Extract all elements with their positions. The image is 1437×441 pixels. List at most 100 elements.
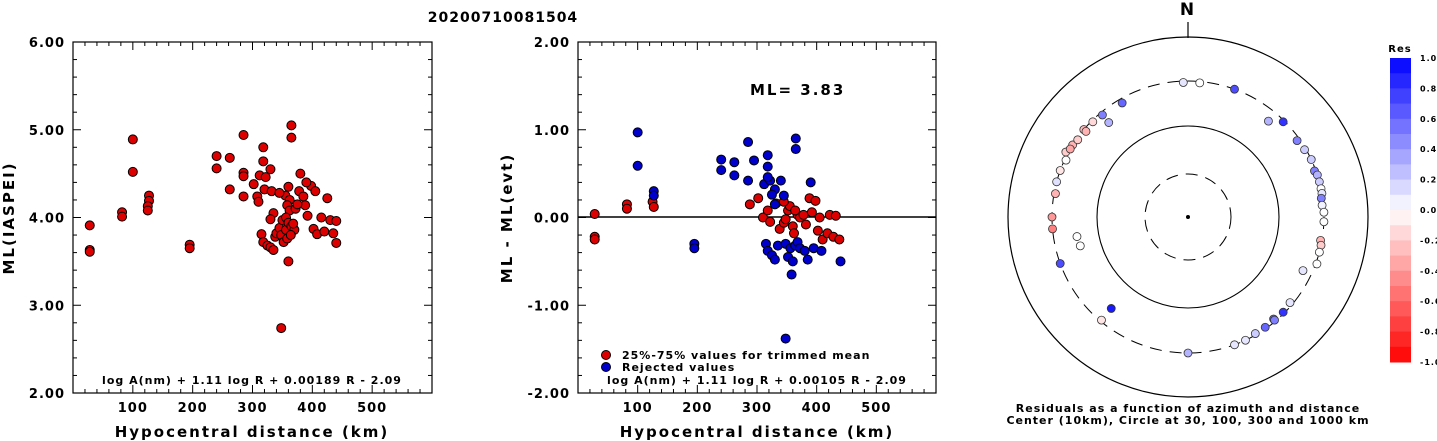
data-point: [749, 155, 760, 166]
y-tick-label: 3.00: [29, 299, 65, 314]
data-point: [799, 245, 810, 256]
data-point: [117, 211, 128, 222]
data-point: [274, 187, 285, 198]
azimuth-residual-plot: N Residuals as a function of azimuth and…: [1006, 0, 1369, 427]
data-point: [800, 219, 811, 230]
station-marker: [1300, 145, 1309, 155]
colorbar-tick-label: 0.2: [1420, 176, 1437, 185]
colorbar-cell: [1390, 103, 1411, 120]
data-point: [276, 323, 287, 334]
station-marker: [1106, 304, 1116, 313]
data-point: [322, 193, 333, 204]
data-point: [211, 163, 222, 174]
data-point: [648, 190, 659, 201]
station-marker: [1285, 298, 1295, 308]
station-marker: [1072, 232, 1082, 241]
data-point: [716, 154, 727, 165]
data-point: [743, 175, 754, 186]
data-point: [766, 189, 777, 200]
colorbar-tick-label: 0.6: [1420, 115, 1437, 124]
x-tick-label: 400: [297, 401, 327, 416]
y-tick-label: -2.00: [528, 387, 570, 402]
data-point: [729, 170, 740, 181]
station-marker: [1075, 241, 1085, 251]
colorbar-cell: [1390, 194, 1411, 211]
data-point: [780, 333, 791, 344]
data-point: [589, 208, 600, 219]
data-point: [331, 216, 342, 227]
north-label: N: [1180, 0, 1196, 20]
colorbar-tick-label: 1.0: [1420, 54, 1437, 63]
figure-title: 20200710081504: [428, 10, 578, 26]
x-axis-label: Hypocentral distance (km): [115, 423, 390, 441]
data-point: [127, 166, 138, 177]
colorbar-tick-label: 0.0: [1420, 206, 1437, 215]
colorbar-tick-label: -0.6: [1420, 297, 1437, 306]
data-point: [127, 134, 138, 145]
colorbar-cell: [1390, 210, 1411, 226]
data-point: [810, 195, 821, 206]
station-marker: [1104, 118, 1114, 127]
colorbar-title: Res: [1388, 44, 1411, 55]
data-point: [248, 179, 259, 190]
y-tick-labels: -2.00 -1.00 0.00 1.00 2.00: [528, 36, 570, 402]
station-marker: [1065, 144, 1075, 154]
data-point: [805, 177, 816, 188]
colorbar-cell: [1390, 240, 1411, 257]
caption-line-2: Center (10km), Circle at 30, 100, 300 an…: [1006, 414, 1369, 427]
data-point: [84, 220, 95, 231]
data-point: [258, 156, 269, 167]
data-point: [238, 191, 249, 202]
station-marker: [1292, 136, 1302, 146]
colorbar-cell: [1390, 118, 1411, 135]
x-tick-label: 300: [742, 401, 772, 416]
formula-text: log A(nm) + 1.11 log R + 0.00189 R - 2.0…: [102, 374, 402, 387]
station-marker: [1314, 247, 1324, 257]
y-tick-label: -1.00: [528, 299, 570, 314]
data-points: [589, 127, 846, 344]
data-point: [142, 205, 153, 216]
station-marker: [1048, 224, 1057, 234]
x-tick-label: 200: [178, 401, 208, 416]
station-marker: [1055, 259, 1065, 268]
data-point: [716, 165, 727, 176]
x-axis-label: Hypocentral distance (km): [620, 423, 895, 441]
data-point: [744, 199, 755, 210]
data-point: [238, 130, 249, 141]
data-point: [816, 245, 827, 256]
caption-line-1: Residuals as a function of azimuth and d…: [1016, 402, 1360, 415]
data-point: [184, 243, 195, 254]
station-marker: [1319, 207, 1329, 217]
legend-marker-rejected: [601, 362, 611, 372]
circle-30km: [1144, 173, 1232, 261]
station-marker: [1088, 117, 1098, 127]
colorbar-cell: [1390, 286, 1411, 302]
colorbar-tick-label: 0.8: [1420, 84, 1437, 93]
station-marker: [1260, 322, 1270, 332]
data-point: [286, 120, 297, 131]
ml-value-text: ML= 3.83: [750, 81, 845, 99]
data-point: [265, 164, 276, 175]
data-point: [253, 196, 264, 207]
colorbar-tick-label: -0.2: [1420, 236, 1437, 245]
station-marker: [1073, 135, 1083, 145]
circle-100km: [1096, 125, 1280, 309]
y-tick-label: 2.00: [534, 36, 570, 51]
station-marker: [1097, 315, 1106, 325]
colorbar-cell: [1390, 179, 1411, 196]
data-point: [328, 228, 339, 239]
y-tick-labels: 2.00 3.00 4.00 5.00 6.00: [29, 36, 65, 402]
station-marker: [1264, 116, 1273, 126]
colorbar-cell: [1390, 346, 1411, 363]
colorbar-tick-labels: 1.0 0.8 0.6 0.4 0.2 0.0 -0.2 -0.4 -0.6 -0.8 -1.0: [1420, 54, 1437, 367]
station-marker: [1278, 307, 1288, 317]
y-tick-label: 1.00: [534, 124, 570, 139]
station-marker: [1178, 78, 1188, 87]
legend: 25%-75% values for trimmed mean Rejected…: [601, 349, 869, 374]
data-point: [689, 243, 700, 254]
station-marker: [1052, 177, 1062, 187]
data-point: [780, 214, 791, 225]
data-point: [295, 168, 306, 179]
residual-colorbar: Res 1.0 0.8 0.6 0.4 0.2 0.0 -0.2 -0.4 -0.6 -0.8 -1…: [1388, 44, 1437, 367]
data-point: [283, 181, 294, 192]
